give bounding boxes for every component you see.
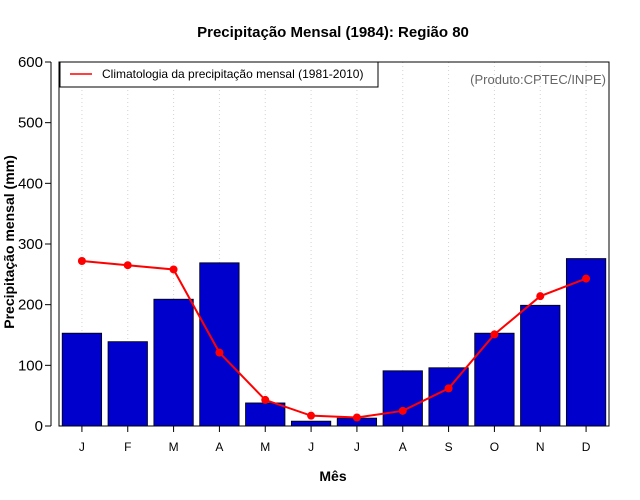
bar-10 — [474, 332, 515, 427]
x-tick-label: A — [399, 440, 407, 454]
climatology-point-4 — [215, 348, 224, 357]
climatology-line — [81, 259, 587, 419]
y-tick-label: 300 — [18, 236, 43, 253]
x-tick-label: M — [169, 440, 179, 454]
y-axis-label: Precipitação mensal (mm) — [1, 155, 17, 329]
climatology-point-11 — [536, 292, 545, 301]
climatology-point-8 — [398, 406, 407, 415]
bar-1 — [61, 332, 103, 427]
gridlines — [81, 62, 587, 426]
x-tick-label: D — [582, 440, 591, 454]
legend-label: Climatologia da precipitação mensal (198… — [102, 67, 363, 81]
x-tick-label: J — [354, 440, 360, 454]
climatology-point-7 — [352, 413, 361, 422]
x-tick-label: M — [260, 440, 270, 454]
x-tick-label: A — [215, 440, 223, 454]
x-tick-label: J — [79, 440, 85, 454]
y-tick-label: 500 — [18, 115, 43, 132]
credit-text: (Produto:CPTEC/INPE) — [470, 72, 606, 87]
x-tick-label: O — [490, 440, 499, 454]
x-axis-label: Mês — [319, 468, 346, 484]
bar-11 — [520, 304, 561, 427]
x-tick-label: F — [124, 440, 131, 454]
bar-8 — [382, 370, 423, 427]
bar-9 — [428, 367, 469, 427]
y-tick-label: 200 — [18, 297, 43, 314]
climatology-point-9 — [444, 384, 453, 393]
y-tick-label: 600 — [18, 54, 43, 71]
chart-title: Precipitação Mensal (1984): Região 80 — [197, 24, 469, 41]
y-tick-label: 100 — [18, 357, 43, 374]
y-axis: 0 100 200 300 400 500 600 — [18, 54, 52, 435]
legend: Climatologia da precipitação mensal (198… — [59, 61, 379, 88]
y-tick-label: 400 — [18, 175, 43, 192]
climatology-point-10 — [490, 330, 499, 339]
bar-2 — [107, 341, 148, 427]
bar-12 — [565, 258, 607, 427]
x-tick-label: S — [445, 440, 453, 454]
climatology-point-5 — [261, 395, 270, 404]
bar-series — [61, 258, 607, 427]
climatology-point-6 — [307, 411, 316, 420]
x-tick-label: J — [308, 440, 314, 454]
bar-4 — [199, 262, 240, 427]
x-tick-label: N — [536, 440, 545, 454]
bar-3 — [153, 298, 194, 427]
climatology-point-1 — [77, 256, 86, 265]
climatology-point-2 — [123, 261, 132, 270]
bar-6 — [290, 420, 332, 427]
climatology-point-3 — [169, 265, 178, 274]
y-tick-label: 0 — [35, 418, 43, 435]
climatology-line-series — [77, 256, 591, 422]
legend-box — [59, 61, 379, 88]
bar-5 — [245, 402, 286, 427]
climatology-point-12 — [582, 274, 591, 283]
